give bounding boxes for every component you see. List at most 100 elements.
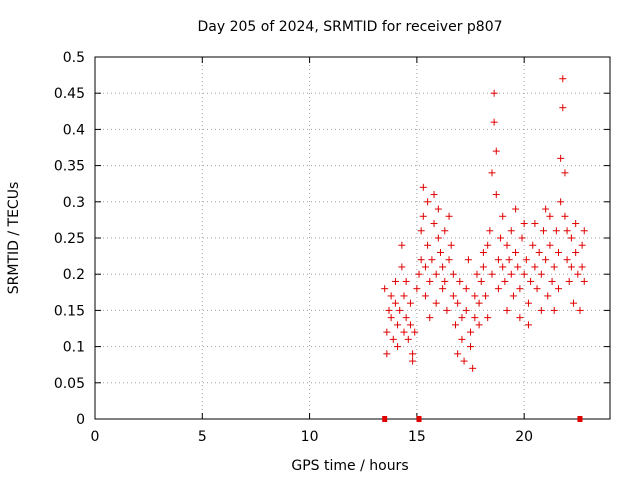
data-point bbox=[580, 277, 588, 285]
data-point bbox=[529, 241, 537, 249]
data-point bbox=[552, 227, 560, 235]
data-point bbox=[499, 263, 507, 271]
data-point bbox=[467, 343, 475, 351]
data-point bbox=[415, 270, 423, 278]
data-point bbox=[436, 248, 444, 256]
data-point bbox=[424, 241, 432, 249]
data-point bbox=[402, 277, 410, 285]
data-point bbox=[492, 191, 500, 199]
y-tick-label: 0.05 bbox=[54, 376, 85, 392]
data-point bbox=[503, 241, 511, 249]
data-point bbox=[447, 241, 455, 249]
data-point bbox=[471, 314, 479, 322]
data-point bbox=[430, 191, 438, 199]
data-point bbox=[391, 277, 399, 285]
data-point bbox=[458, 335, 466, 343]
data-point bbox=[404, 335, 412, 343]
data-point bbox=[570, 299, 578, 307]
data-point bbox=[499, 212, 507, 220]
data-point bbox=[548, 277, 556, 285]
data-point bbox=[555, 285, 562, 293]
data-point bbox=[460, 357, 468, 365]
data-point bbox=[490, 89, 498, 97]
data-point bbox=[398, 263, 406, 271]
data-point bbox=[537, 306, 545, 314]
zero-point bbox=[577, 416, 583, 422]
zero-point bbox=[416, 416, 422, 422]
data-point bbox=[413, 285, 421, 293]
data-point bbox=[394, 343, 402, 351]
data-point bbox=[385, 306, 393, 314]
data-point bbox=[505, 256, 513, 264]
data-point bbox=[409, 357, 417, 365]
data-point bbox=[516, 314, 524, 322]
x-tick-label: 0 bbox=[91, 429, 100, 445]
data-point bbox=[559, 75, 567, 83]
data-point bbox=[434, 205, 442, 213]
data-point bbox=[550, 306, 558, 314]
x-tick-label: 20 bbox=[515, 429, 533, 445]
y-tick-label: 0.2 bbox=[63, 267, 85, 283]
x-axis-label: GPS time / hours bbox=[291, 458, 408, 474]
data-point bbox=[520, 270, 528, 278]
data-point bbox=[449, 270, 457, 278]
data-point bbox=[477, 277, 485, 285]
data-point bbox=[512, 248, 520, 256]
data-point bbox=[563, 227, 571, 235]
data-point bbox=[406, 321, 414, 329]
data-point bbox=[396, 306, 404, 314]
data-point bbox=[406, 299, 414, 307]
y-tick-label: 0.35 bbox=[54, 159, 85, 175]
y-tick-label: 0.45 bbox=[54, 86, 85, 102]
data-point bbox=[417, 256, 425, 264]
chart-title: Day 205 of 2024, SRMTID for receiver p80… bbox=[197, 19, 502, 35]
data-point bbox=[394, 321, 402, 329]
data-point bbox=[445, 212, 453, 220]
data-point bbox=[430, 220, 438, 228]
data-point bbox=[527, 277, 535, 285]
data-point bbox=[542, 256, 550, 264]
data-point bbox=[494, 256, 502, 264]
data-point bbox=[383, 328, 391, 336]
data-point bbox=[484, 241, 492, 249]
data-point bbox=[475, 299, 483, 307]
data-point bbox=[490, 118, 498, 126]
data-point bbox=[462, 285, 470, 293]
data-point bbox=[441, 277, 449, 285]
data-point bbox=[531, 263, 539, 271]
data-point bbox=[467, 328, 475, 336]
data-point bbox=[578, 263, 586, 271]
data-point bbox=[518, 234, 526, 242]
data-point bbox=[458, 314, 466, 322]
data-point bbox=[400, 328, 408, 336]
data-point bbox=[550, 263, 558, 271]
data-point bbox=[497, 234, 505, 242]
data-point bbox=[514, 263, 522, 271]
data-point bbox=[449, 292, 457, 300]
data-point bbox=[426, 314, 434, 322]
x-tick-label: 5 bbox=[198, 429, 207, 445]
data-point bbox=[561, 212, 569, 220]
data-point bbox=[421, 292, 429, 300]
data-point bbox=[559, 104, 567, 112]
data-point bbox=[400, 292, 408, 300]
data-point bbox=[580, 227, 588, 235]
data-point bbox=[507, 227, 515, 235]
data-point bbox=[471, 292, 479, 300]
data-point bbox=[432, 299, 440, 307]
data-point bbox=[434, 234, 442, 242]
data-point bbox=[387, 292, 395, 300]
data-point bbox=[383, 350, 391, 358]
data-point bbox=[411, 328, 419, 336]
x-tick-label: 10 bbox=[301, 429, 319, 445]
data-point bbox=[507, 270, 515, 278]
data-point bbox=[512, 205, 520, 213]
data-point bbox=[452, 321, 459, 329]
data-point bbox=[454, 299, 462, 307]
data-point bbox=[488, 270, 496, 278]
data-point bbox=[557, 154, 565, 162]
grid bbox=[95, 57, 610, 419]
data-point bbox=[419, 212, 427, 220]
data-point bbox=[524, 299, 532, 307]
data-point bbox=[456, 277, 464, 285]
